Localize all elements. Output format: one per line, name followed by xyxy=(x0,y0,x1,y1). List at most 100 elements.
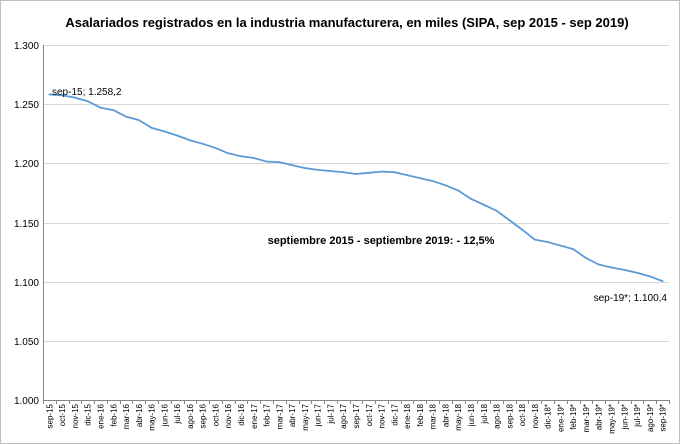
data-point xyxy=(227,152,230,155)
data-point xyxy=(380,170,383,173)
x-tick-label: jul-16 xyxy=(173,403,182,424)
y-tick-label: 1.150 xyxy=(14,219,39,230)
x-tick-label: ago-19* xyxy=(646,404,655,432)
x-tick-label: abr-18 xyxy=(441,403,450,427)
data-point xyxy=(240,155,242,158)
x-tick-label: feb-19* xyxy=(569,404,578,430)
data-point xyxy=(125,115,127,118)
x-tick-label: abr-17 xyxy=(288,403,297,427)
x-tick-label: sep-15 xyxy=(45,403,54,428)
data-point xyxy=(61,94,64,97)
x-tick-label: oct-16 xyxy=(211,403,220,426)
data-point xyxy=(304,167,306,169)
data-point xyxy=(482,203,485,206)
y-tick-label: 1.050 xyxy=(14,337,39,348)
data-point xyxy=(342,171,345,174)
x-tick-label: jul-17 xyxy=(326,403,335,424)
data-point xyxy=(74,96,76,99)
data-point xyxy=(99,106,102,109)
x-tick-label: ene-16 xyxy=(96,403,105,428)
data-point xyxy=(533,238,536,241)
data-point xyxy=(597,263,600,266)
x-tick-label: may-19* xyxy=(608,404,617,434)
data-point xyxy=(508,219,511,222)
data-point xyxy=(176,134,179,137)
data-point xyxy=(278,161,281,164)
data-point xyxy=(214,147,217,149)
x-tick-label: feb-16 xyxy=(109,403,118,426)
data-point xyxy=(418,177,421,180)
data-point xyxy=(572,248,575,251)
x-tick-label: nov-17 xyxy=(378,403,387,428)
x-tick-label: nov-18 xyxy=(531,403,540,428)
data-point xyxy=(661,280,664,283)
data-point xyxy=(316,168,319,171)
x-tick-label: jun-18 xyxy=(467,403,476,427)
x-tick-label: may-18 xyxy=(454,403,463,430)
x-axis-ticks: sep-15 oct-15 nov-15 dic-15 ene-16 feb-16 mar-… xyxy=(45,403,667,433)
data-point xyxy=(648,275,651,278)
change-annotation: septiembre 2015 - septiembre 2019: - 12,… xyxy=(268,235,495,247)
y-tick-label: 1.100 xyxy=(14,278,39,289)
y-tick-label: 1.300 xyxy=(14,41,39,52)
x-tick-label: mar-18 xyxy=(429,403,438,429)
data-point xyxy=(150,126,153,129)
x-tick-label: nov-16 xyxy=(224,403,233,428)
x-tick-label: sep-18 xyxy=(505,403,514,428)
x-tick-label: may-16 xyxy=(148,403,157,430)
y-axis-ticks: 1.000 1.050 1.100 1.150 1.200 1.250 1.300 xyxy=(14,41,39,407)
x-tick-label: sep-17 xyxy=(352,403,361,428)
data-point xyxy=(189,139,191,142)
data-point xyxy=(470,197,472,200)
data-point xyxy=(610,266,613,269)
data-point xyxy=(585,257,587,259)
data-point xyxy=(252,157,255,159)
x-tick-label: ene-18 xyxy=(403,403,412,428)
data-point xyxy=(636,271,638,274)
x-tick-label: oct-18 xyxy=(518,403,527,426)
data-point xyxy=(355,173,357,175)
x-tick-label: feb-17 xyxy=(263,403,272,426)
data-point xyxy=(137,119,140,122)
data-point xyxy=(457,189,460,192)
data-point xyxy=(406,174,408,177)
x-tick-label: nov-15 xyxy=(71,403,80,428)
data-point xyxy=(559,244,562,247)
y-tick-label: 1.250 xyxy=(14,100,39,111)
x-tick-label: dic-18* xyxy=(544,404,553,429)
x-tick-label: dic-17 xyxy=(390,403,399,425)
y-tick-label: 1.200 xyxy=(14,159,39,170)
data-point xyxy=(112,109,115,111)
x-tick-label: oct-15 xyxy=(58,403,67,426)
x-tick-label: dic-16 xyxy=(237,403,246,425)
data-point xyxy=(367,171,370,174)
x-tick-label: abr-16 xyxy=(135,403,144,427)
x-tick-label: oct-17 xyxy=(365,403,374,426)
x-tick-label: jul-18 xyxy=(480,403,489,424)
data-point xyxy=(291,164,294,167)
x-tick-label: ene-17 xyxy=(250,403,259,428)
x-tick-label: jul-19* xyxy=(633,404,642,428)
x-tick-label: dic-15 xyxy=(84,403,93,425)
x-tick-label: feb-18 xyxy=(416,403,425,426)
data-point xyxy=(48,93,51,96)
data-point xyxy=(265,160,268,163)
x-tick-label: mar-19* xyxy=(582,404,591,432)
series-layer xyxy=(48,93,664,283)
x-tick-label: sep-16 xyxy=(199,403,208,428)
data-point xyxy=(431,180,434,182)
x-tick-label: jun-19* xyxy=(620,404,629,430)
x-tick-label: ene-19* xyxy=(556,404,565,432)
data-point xyxy=(521,228,523,231)
x-tick-label: jun-17 xyxy=(314,403,323,427)
data-point xyxy=(623,268,626,271)
x-tick-label: jun-16 xyxy=(160,403,169,427)
grid-layer xyxy=(43,45,669,342)
x-tick-label: ago-17 xyxy=(339,403,348,428)
data-point xyxy=(163,130,166,133)
x-tick-label: mar-16 xyxy=(122,403,131,429)
data-point xyxy=(495,209,498,212)
end-data-label: sep-19*; 1.100,4 xyxy=(594,293,668,304)
